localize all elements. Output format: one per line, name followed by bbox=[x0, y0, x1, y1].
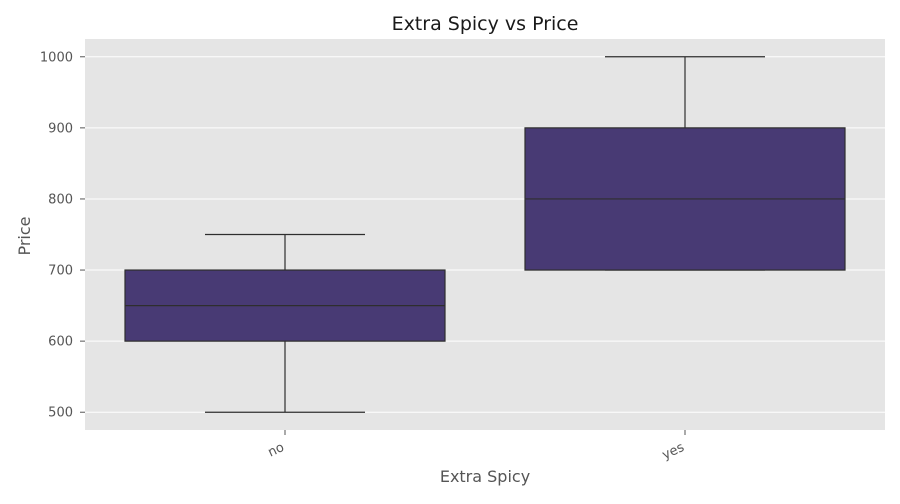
y-tick-label: 600 bbox=[48, 335, 73, 350]
y-tick-label: 900 bbox=[48, 121, 73, 136]
box-layer bbox=[124, 56, 846, 413]
y-tick-label: 800 bbox=[48, 192, 73, 207]
chart-title: Extra Spicy vs Price bbox=[392, 13, 579, 35]
x-axis-ticks: no yes bbox=[266, 430, 687, 463]
y-tick-label: 500 bbox=[48, 406, 73, 421]
x-axis-label: Extra Spicy bbox=[440, 467, 530, 486]
y-tick-label: 700 bbox=[48, 264, 73, 279]
x-tick-label: yes bbox=[660, 440, 687, 463]
x-tick-label: no bbox=[266, 440, 287, 460]
y-axis-ticks: 500 600 700 800 900 1000 bbox=[40, 50, 85, 421]
y-tick-label: 1000 bbox=[40, 50, 73, 65]
y-axis-label: Price bbox=[15, 216, 34, 255]
